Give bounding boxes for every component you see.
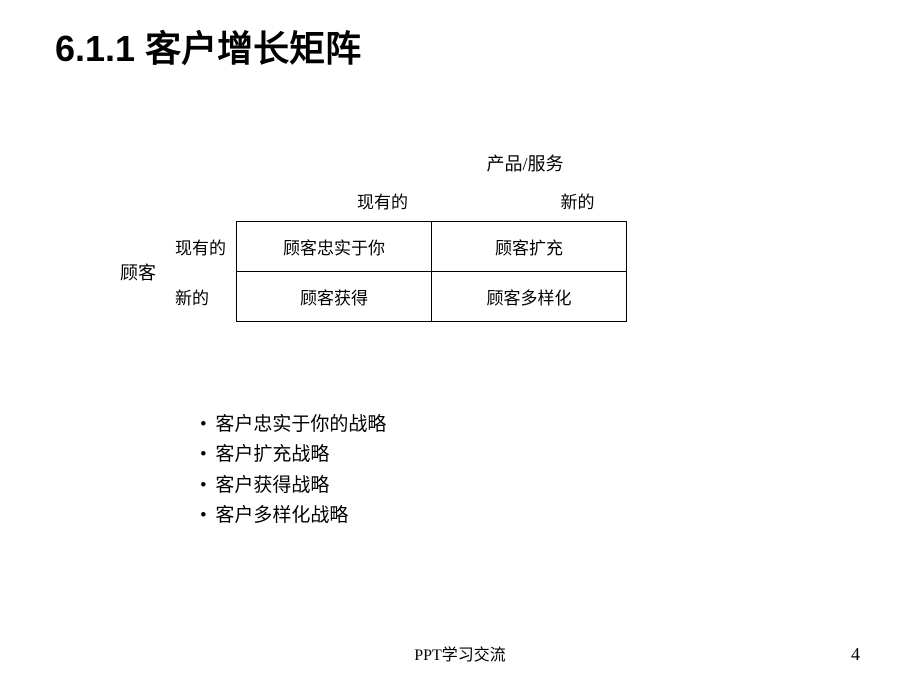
col-header-new: 新的 (480, 188, 675, 213)
matrix-table: 顾客忠实于你 顾客扩充 顾客获得 顾客多样化 (236, 221, 627, 322)
cell-acquisition: 顾客获得 (237, 272, 432, 322)
bullet-item: 客户忠实于你的战略 (200, 410, 386, 440)
matrix-row-labels: 现有的 新的 (175, 222, 226, 322)
footer-text: PPT学习交流 (0, 641, 920, 665)
matrix-col-headers: 现有的 新的 (285, 188, 720, 213)
cell-diversification: 顾客多样化 (432, 272, 627, 322)
row-label-existing: 现有的 (175, 222, 226, 272)
bullet-item: 客户获得战略 (200, 471, 386, 501)
cell-expansion: 顾客扩充 (432, 222, 627, 272)
matrix-container: 产品/服务 现有的 新的 顾客 现有的 新的 顾客忠实于你 顾客扩充 顾客获得 … (120, 150, 720, 322)
bullet-item: 客户多样化战略 (200, 501, 386, 531)
slide-title: 6.1.1 客户增长矩阵 (0, 0, 920, 72)
cell-loyalty: 顾客忠实于你 (237, 222, 432, 272)
matrix-top-header: 产品/服务 (330, 150, 720, 176)
row-label-new: 新的 (175, 272, 226, 322)
table-row: 顾客获得 顾客多样化 (237, 272, 627, 322)
bullet-item: 客户扩充战略 (200, 440, 386, 470)
matrix-left-label: 顾客 (120, 259, 160, 285)
col-header-existing: 现有的 (285, 188, 480, 213)
matrix-body: 顾客 现有的 新的 顾客忠实于你 顾客扩充 顾客获得 顾客多样化 (120, 221, 720, 322)
table-row: 顾客忠实于你 顾客扩充 (237, 222, 627, 272)
page-number: 4 (851, 644, 860, 665)
bullet-list: 客户忠实于你的战略 客户扩充战略 客户获得战略 客户多样化战略 (200, 410, 386, 532)
